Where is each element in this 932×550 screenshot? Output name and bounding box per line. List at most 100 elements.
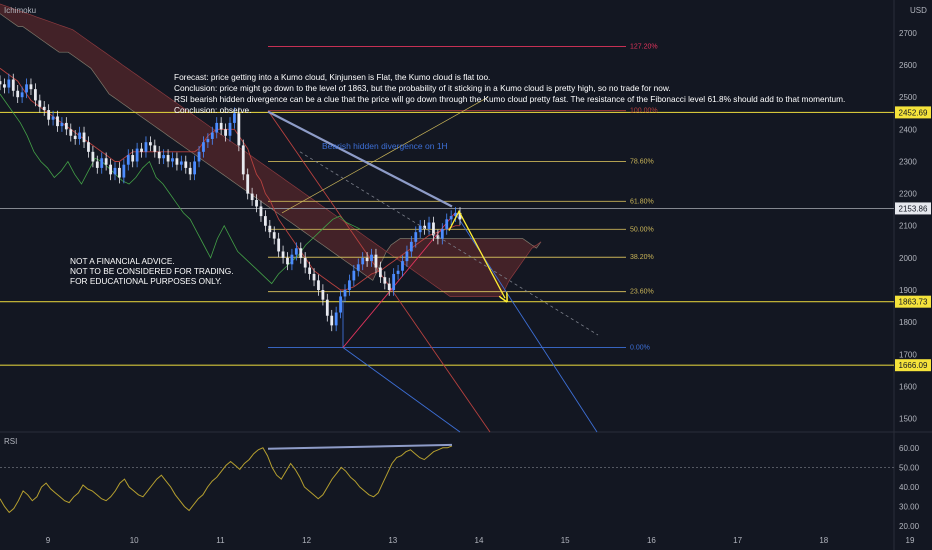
candle-body: [440, 228, 444, 239]
candle-body: [321, 290, 325, 300]
candle-body: [339, 296, 342, 313]
price-level-badge: [895, 202, 931, 215]
candle-body: [401, 261, 404, 271]
currency-label: USD: [910, 6, 927, 15]
projection-line: [299, 151, 599, 336]
candle-body: [166, 155, 170, 162]
disclaimer-line-1: NOT A FINANCIAL ADVICE.: [70, 256, 175, 266]
price-tick-label: 2700: [899, 29, 917, 38]
candle-body: [317, 280, 320, 291]
candle-body: [175, 158, 179, 165]
candle-body: [454, 212, 457, 217]
candle-body: [427, 222, 431, 229]
candle-body: [148, 142, 152, 146]
candle-body: [237, 113, 241, 146]
candle-body: [268, 225, 272, 233]
price-level-value: 1666.09: [899, 361, 928, 370]
candle-body: [29, 84, 33, 90]
candle-body: [303, 257, 307, 268]
price-tick-label: 2600: [899, 61, 917, 70]
candle-body: [144, 142, 148, 152]
candle-body: [449, 216, 453, 220]
fib-level-label: 23.60%: [630, 289, 654, 296]
rsi-label: RSI: [4, 437, 17, 446]
forecast-line-1: Forecast: price getting into a Kumo clou…: [174, 72, 490, 82]
candle-body: [458, 212, 462, 220]
indicator-label: Ichimoku: [4, 6, 36, 15]
candle-body: [219, 122, 223, 130]
candle-body: [370, 254, 373, 262]
fib-level-label: 50.00%: [630, 226, 654, 233]
candle-body: [210, 132, 214, 139]
price-level-badge: [895, 106, 931, 119]
candle-body: [224, 129, 227, 136]
candle-body: [348, 280, 351, 291]
candle-body: [343, 290, 347, 297]
candles: [0, 73, 462, 332]
candle-body: [250, 193, 254, 201]
candle-body: [153, 145, 157, 152]
candle-body: [38, 100, 42, 107]
candle-body: [87, 142, 90, 152]
price-tick-label: 2000: [899, 254, 917, 263]
rsi-tick-label: 30.00: [899, 503, 920, 512]
candle-body: [277, 238, 281, 252]
candle-body: [20, 92, 24, 98]
candle-body: [241, 145, 245, 175]
price-tick-label: 2300: [899, 157, 917, 166]
candle-body: [179, 161, 183, 165]
time-tick-label: 9: [46, 536, 51, 545]
candle-body: [272, 232, 276, 239]
candle-body: [184, 161, 188, 168]
axes: 1500 1600 1700 1800 1900 2000 2100 2200 2300 2400…: [46, 29, 920, 545]
candle-body: [215, 122, 219, 133]
fan-pink-line: [342, 212, 456, 348]
fib-level-label: 78.60%: [630, 158, 654, 165]
rsi-tick-label: 40.00: [899, 483, 920, 492]
candle-body: [356, 264, 360, 271]
senkou-b-line: [0, 3, 542, 297]
candle-body: [122, 164, 126, 178]
candle-body: [73, 135, 77, 139]
candle-body: [396, 270, 400, 274]
time-tick-label: 12: [302, 536, 311, 545]
time-tick-label: 18: [819, 536, 828, 545]
candle-body: [299, 248, 303, 258]
candle-body: [60, 122, 64, 127]
forecast-line-4: Conclusion: observe.: [174, 105, 251, 115]
candle-body: [202, 142, 205, 152]
candle-body: [246, 174, 250, 194]
candle-body: [95, 161, 99, 168]
price-tick-label: 1600: [899, 382, 917, 391]
candle-body: [126, 155, 130, 165]
candle-body: [374, 254, 378, 268]
candle-body: [188, 167, 192, 175]
candle-body: [259, 206, 263, 217]
candle-body: [118, 167, 121, 178]
candle-body: [56, 116, 59, 127]
candle-body: [64, 122, 68, 130]
candle-body: [193, 161, 197, 175]
rsi-pane: [0, 443, 894, 514]
bearish-trendline: [267, 110, 453, 208]
candle-body: [334, 312, 338, 326]
fib-level-label: 100.00%: [630, 108, 658, 115]
candle-body: [42, 106, 46, 111]
fib-level-label: 127.20%: [630, 43, 658, 50]
candle-body: [255, 200, 258, 207]
candle-body: [135, 148, 139, 162]
candle-body: [82, 132, 86, 143]
candle-body: [69, 129, 73, 136]
candle-body: [308, 267, 312, 274]
price-tick-label: 2100: [899, 222, 917, 231]
candle-body: [312, 273, 316, 281]
candle-body: [78, 132, 82, 139]
fib-level-label: 38.20%: [630, 254, 654, 261]
fib-level-label: 0.00%: [630, 345, 650, 352]
candle-body: [91, 151, 95, 162]
candle-body: [162, 155, 166, 159]
price-level-value: 2153.86: [899, 204, 928, 213]
candle-body: [51, 116, 55, 120]
time-tick-label: 14: [475, 536, 484, 545]
